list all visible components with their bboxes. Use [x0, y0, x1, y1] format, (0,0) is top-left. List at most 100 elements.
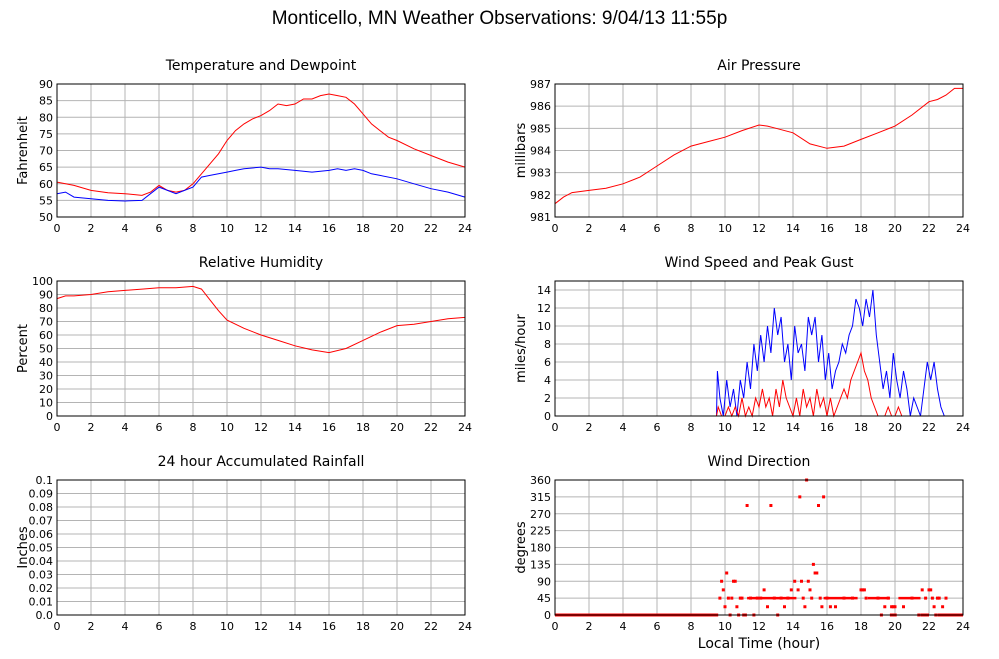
x-tick-label: 16 [820, 421, 834, 434]
y-tick-label: 0.1 [36, 474, 54, 487]
chart-panel-5: 0 2 4 6 8 10 12 14 16 18 20 22 240.00.010.020.030.04… [16, 454, 472, 633]
direction-point [798, 495, 802, 499]
y-tick-label: 50 [39, 211, 53, 224]
chart-title: Relative Humidity [199, 255, 323, 271]
x-tick-label: 6 [654, 222, 661, 235]
y-tick-label: 100 [32, 275, 53, 288]
direction-point [800, 579, 803, 583]
x-tick-label: 10 [220, 222, 234, 235]
x-tick-label: 18 [854, 620, 868, 633]
direction-point [902, 605, 905, 609]
direction-point [927, 588, 931, 592]
x-tick-label: 22 [424, 421, 438, 434]
x-tick-label: 20 [888, 421, 902, 434]
x-tick-label: 0 [54, 421, 61, 434]
direction-point [735, 605, 739, 609]
y-axis-label: Fahrenheit [16, 116, 31, 185]
y-tick-label: 270 [530, 508, 551, 521]
chart-title: 24 hour Accumulated Rainfall [158, 454, 365, 470]
x-tick-label: 20 [888, 620, 902, 633]
y-tick-label: 80 [39, 302, 53, 315]
x-tick-label: 2 [88, 222, 95, 235]
y-tick-label: 6 [544, 356, 551, 369]
series-line-red [56, 285, 466, 354]
y-tick-label: 50 [39, 343, 53, 356]
chart-panel-1: 0 2 4 6 8 10 12 14 16 18 20 22 24505560657075808590T… [16, 58, 472, 235]
direction-point [828, 605, 832, 609]
x-tick-label: 22 [922, 620, 936, 633]
y-tick-label: 0.07 [29, 515, 54, 528]
y-tick-label: 30 [39, 370, 53, 383]
y-tick-label: 982 [530, 189, 551, 202]
direction-point [930, 596, 934, 600]
direction-point [810, 596, 814, 600]
x-tick-label: 10 [220, 421, 234, 434]
y-tick-label: 10 [537, 320, 551, 333]
plot-frame [56, 479, 466, 616]
x-tick-label: 8 [190, 222, 197, 235]
y-tick-label: 0.0 [36, 609, 54, 622]
x-tick-label: 2 [88, 620, 95, 633]
y-tick-label: 80 [39, 111, 53, 124]
chart-panel-6: 0 2 4 6 8 10 12 14 16 18 20 22 240459013518022527031… [514, 454, 970, 652]
x-tick-label: 22 [922, 421, 936, 434]
y-tick-label: 10 [39, 397, 53, 410]
y-tick-label: 65 [39, 161, 53, 174]
direction-point [801, 596, 805, 600]
x-tick-label: 0 [552, 222, 559, 235]
direction-point [769, 504, 773, 507]
direction-point [793, 579, 797, 583]
x-tick-label: 16 [322, 421, 336, 434]
direction-point [883, 605, 887, 609]
direction-point [766, 605, 769, 609]
direction-point [820, 605, 824, 609]
direction-point [859, 588, 863, 592]
series-line-red [554, 87, 963, 205]
direction-point [720, 579, 724, 583]
x-tick-label: 8 [190, 421, 197, 434]
plot-frame [554, 83, 964, 218]
direction-point [864, 596, 868, 600]
y-axis-label: Inches [16, 526, 31, 568]
y-tick-label: 14 [537, 284, 551, 297]
direction-point [762, 588, 766, 592]
direction-point [726, 596, 730, 600]
x-tick-label: 22 [922, 222, 936, 235]
y-tick-label: 90 [39, 78, 53, 91]
x-tick-label: 4 [122, 421, 129, 434]
direction-point [811, 562, 815, 566]
x-tick-label: 6 [654, 620, 661, 633]
direction-point [944, 596, 948, 600]
direction-point [862, 588, 866, 592]
x-tick-label: 2 [586, 222, 593, 235]
direction-point [721, 588, 725, 592]
direction-point [817, 504, 820, 507]
x-tick-label: 14 [786, 620, 800, 633]
x-tick-label: 16 [820, 222, 834, 235]
y-tick-label: 85 [39, 95, 53, 108]
y-tick-label: 90 [39, 289, 53, 302]
direction-point [730, 596, 734, 600]
plot-frame [554, 280, 964, 417]
x-tick-label: 20 [390, 222, 404, 235]
direction-point [861, 588, 865, 592]
x-tick-label: 6 [654, 421, 661, 434]
direction-point [842, 596, 846, 600]
chart-title: Air Pressure [717, 58, 800, 74]
x-tick-label: 20 [390, 421, 404, 434]
x-tick-label: 8 [190, 620, 197, 633]
direction-point [834, 605, 837, 609]
x-tick-label: 14 [288, 421, 302, 434]
chart-title: Temperature and Dewpoint [165, 58, 357, 74]
direction-point [738, 596, 742, 600]
y-tick-label: 135 [530, 558, 551, 571]
x-tick-label: 10 [718, 421, 732, 434]
x-tick-label: 2 [586, 421, 593, 434]
direction-point [733, 579, 737, 583]
chart-title: Wind Speed and Peak Gust [665, 255, 854, 271]
direction-point [806, 579, 810, 583]
x-tick-label: 16 [820, 620, 834, 633]
y-tick-label: 987 [530, 78, 551, 91]
y-tick-label: 12 [537, 302, 551, 315]
direction-point [796, 588, 800, 592]
